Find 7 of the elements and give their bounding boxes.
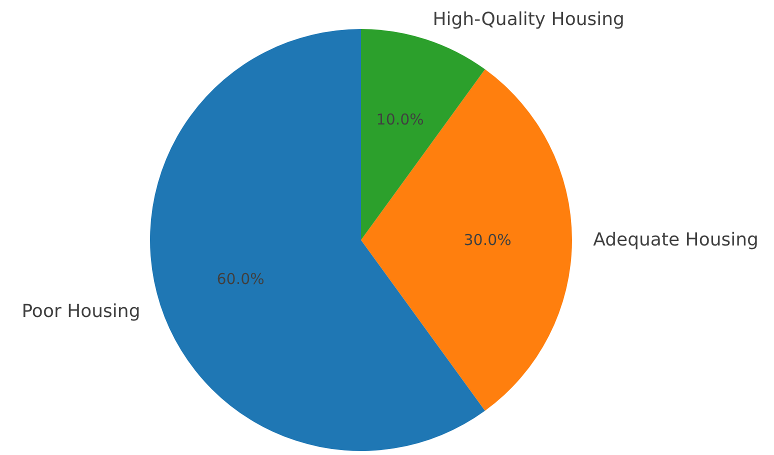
slice-label: Adequate Housing — [593, 230, 758, 250]
data-label: 60.0% — [216, 270, 264, 288]
data-label: 10.0% — [376, 110, 424, 129]
slice-label: Poor Housing — [22, 301, 140, 322]
pie-slice — [361, 69, 572, 411]
slice-label: High-Quality Housing — [432, 8, 624, 30]
data-label: 30.0% — [464, 231, 512, 249]
